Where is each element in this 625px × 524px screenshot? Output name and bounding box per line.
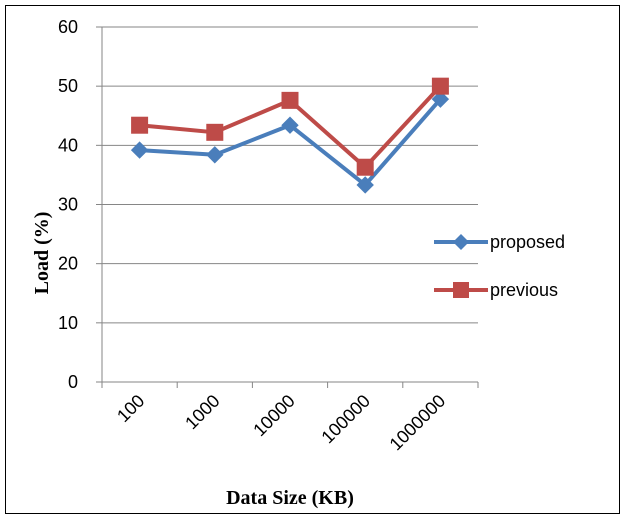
point-proposed-100 <box>130 141 149 159</box>
y-tick-label-50: 50 <box>58 76 78 96</box>
point-previous-100 <box>131 116 149 134</box>
legend-item-proposed: proposed <box>434 232 565 252</box>
y-tick-label-0: 0 <box>68 372 78 392</box>
legend-label-proposed: proposed <box>490 232 565 252</box>
point-proposed-100000 <box>356 176 374 194</box>
y-tick-label-20: 20 <box>58 254 78 274</box>
point-previous-10000 <box>281 91 299 109</box>
y-tick-label-10: 10 <box>58 313 78 333</box>
y-tick-label-40: 40 <box>58 135 78 155</box>
x-axis-title: Data Size (KB) <box>226 487 354 509</box>
point-proposed-1000 <box>206 146 224 164</box>
point-previous-1000000 <box>431 77 449 95</box>
y-axis-title: Load (%) <box>31 212 53 295</box>
point-proposed-1000000 <box>431 90 450 108</box>
point-previous-1000 <box>206 123 224 141</box>
point-proposed-10000 <box>281 116 299 134</box>
legend-marker-previous <box>453 282 469 298</box>
legend-item-previous: previous <box>434 280 558 300</box>
point-previous-100000 <box>356 158 374 176</box>
chart-border <box>5 5 620 514</box>
legend-marker-proposed <box>453 234 469 250</box>
y-tick-label-30: 30 <box>58 195 78 215</box>
y-tick-label-60: 60 <box>58 17 78 37</box>
legend-label-previous: previous <box>490 280 558 300</box>
